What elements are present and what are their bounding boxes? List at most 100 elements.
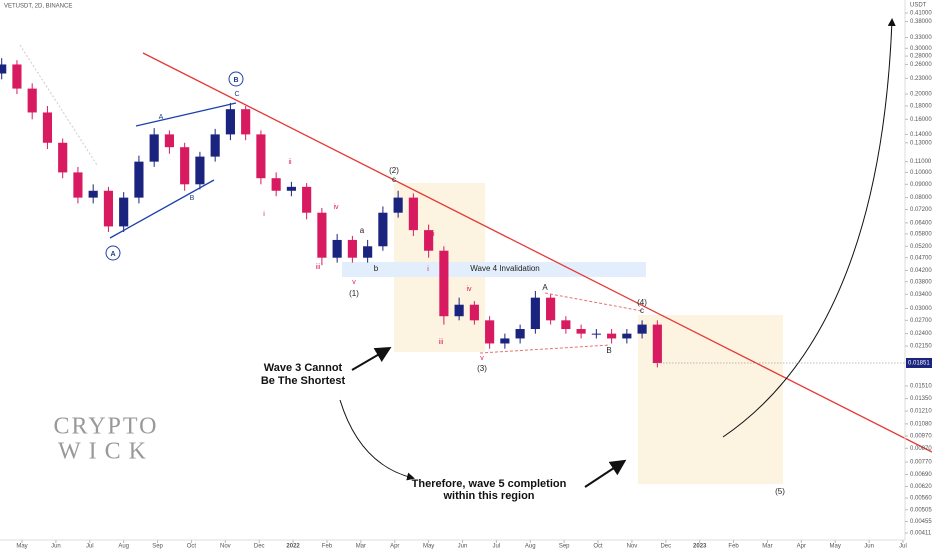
price-label-box bbox=[906, 357, 932, 368]
x-tick-label: 2023 bbox=[693, 544, 707, 550]
candle-body bbox=[73, 172, 83, 198]
x-tick-label: Sep bbox=[559, 544, 570, 550]
x-tick-label: May bbox=[423, 544, 434, 550]
y-tick-label: 0.20000 bbox=[910, 92, 932, 98]
candle-body bbox=[12, 64, 22, 89]
annotation: i bbox=[263, 211, 265, 218]
candle-body bbox=[225, 109, 235, 135]
y-tick-label: 0.03400 bbox=[910, 292, 932, 298]
candle-body bbox=[439, 250, 449, 317]
candle-body bbox=[271, 178, 281, 191]
annotation: Be The Shortest bbox=[261, 375, 346, 387]
candle-body bbox=[134, 161, 144, 198]
candle-body bbox=[241, 109, 251, 135]
candle-body bbox=[378, 212, 388, 247]
candle-body bbox=[591, 333, 601, 335]
x-tick-label: Dec bbox=[254, 544, 265, 550]
y-tick-label: 0.00620 bbox=[910, 484, 932, 490]
y-tick-label: 0.04700 bbox=[910, 255, 932, 261]
watermark: CRYPTO bbox=[54, 414, 159, 440]
annotation: iv bbox=[333, 204, 339, 211]
y-tick-label: 0.00870 bbox=[910, 446, 932, 452]
candle-body bbox=[393, 197, 403, 213]
candle-body bbox=[622, 333, 632, 339]
y-tick-label: 0.00560 bbox=[910, 496, 932, 502]
y-tick-label: 0.00970 bbox=[910, 434, 932, 440]
y-tick-label: 0.18000 bbox=[910, 104, 932, 110]
x-tick-label: Jul bbox=[899, 544, 907, 550]
candle-body bbox=[302, 186, 312, 213]
annotation: ii bbox=[288, 159, 292, 166]
trend-line bbox=[142, 52, 932, 453]
annotation: ii bbox=[431, 231, 435, 238]
y-tick-label: 0.38000 bbox=[910, 19, 932, 25]
y-tick-label: 0.01510 bbox=[910, 384, 932, 390]
price-label: 0.01851 bbox=[908, 361, 930, 367]
curved-arrow bbox=[339, 399, 415, 481]
annotation: Therefore, wave 5 completion bbox=[412, 478, 567, 490]
x-tick-label: Jul bbox=[86, 544, 94, 550]
arrow bbox=[584, 459, 627, 488]
y-axis-label: USDT bbox=[910, 3, 927, 9]
chart-title: VETUSDT, 2D, BINANCE bbox=[4, 4, 72, 10]
x-tick-label: Feb bbox=[322, 544, 333, 550]
x-tick-label: Jun bbox=[864, 544, 874, 550]
annotation: iv bbox=[466, 286, 472, 293]
x-tick-label: 2022 bbox=[286, 544, 300, 550]
annotation: A bbox=[542, 283, 548, 292]
candle-body bbox=[652, 324, 662, 364]
y-tick-label: 0.28000 bbox=[910, 54, 932, 60]
annotation: B bbox=[606, 346, 611, 355]
candle-body bbox=[515, 329, 525, 339]
annotation: b bbox=[374, 264, 379, 273]
candle-body bbox=[546, 297, 556, 321]
triangle-lower bbox=[479, 344, 611, 354]
candle-body bbox=[408, 197, 418, 231]
y-tick-label: 0.01350 bbox=[910, 396, 932, 402]
y-tick-label: 0.11000 bbox=[910, 159, 932, 165]
x-tick-label: Aug bbox=[525, 544, 536, 550]
wave-circle bbox=[228, 71, 244, 87]
x-tick-label: Jun bbox=[458, 544, 468, 550]
x-tick-label: Sep bbox=[152, 544, 163, 550]
x-tick-label: Nov bbox=[627, 544, 638, 550]
annotation: A bbox=[110, 251, 115, 258]
annotation: Wave 3 Cannot bbox=[264, 362, 343, 374]
y-tick-label: 0.00505 bbox=[910, 507, 932, 513]
x-tick-label: Apr bbox=[797, 544, 806, 550]
annotation: v bbox=[480, 355, 484, 362]
annotation: Wave 4 Invalidation bbox=[470, 264, 540, 273]
y-tick-label: 0.04200 bbox=[910, 268, 932, 274]
y-tick-label: 0.00770 bbox=[910, 460, 932, 466]
candle-body bbox=[103, 190, 114, 227]
candle-body bbox=[363, 246, 373, 258]
x-tick-label: Jul bbox=[493, 544, 501, 550]
y-tick-label: 0.14000 bbox=[910, 132, 932, 138]
wave-circle bbox=[105, 245, 121, 261]
candle-body bbox=[530, 297, 540, 330]
y-tick-label: 0.16000 bbox=[910, 117, 932, 123]
candle-body bbox=[180, 147, 190, 185]
annotation: (2) bbox=[389, 166, 399, 175]
y-tick-label: 0.01210 bbox=[910, 409, 932, 415]
y-tick-label: 0.02150 bbox=[910, 344, 932, 350]
y-tick-label: 0.10000 bbox=[910, 170, 932, 176]
candle-body bbox=[469, 304, 479, 321]
y-tick-label: 0.02700 bbox=[910, 318, 932, 324]
y-tick-label: 0.00455 bbox=[910, 519, 932, 525]
candle-body bbox=[561, 320, 571, 330]
arrow bbox=[351, 346, 392, 371]
y-tick-label: 0.00690 bbox=[910, 472, 932, 478]
y-tick-label: 0.05800 bbox=[910, 232, 932, 238]
candle-body bbox=[0, 64, 7, 74]
candle-body bbox=[347, 239, 357, 258]
watermark: WICK bbox=[58, 439, 154, 465]
target-box bbox=[638, 315, 783, 484]
wedge-upper bbox=[135, 102, 237, 127]
annotation: B bbox=[190, 195, 195, 202]
annotation: i bbox=[427, 266, 429, 273]
y-tick-label: 0.03000 bbox=[910, 306, 932, 312]
annotation: A bbox=[159, 114, 164, 121]
x-tick-label: Aug bbox=[118, 544, 129, 550]
